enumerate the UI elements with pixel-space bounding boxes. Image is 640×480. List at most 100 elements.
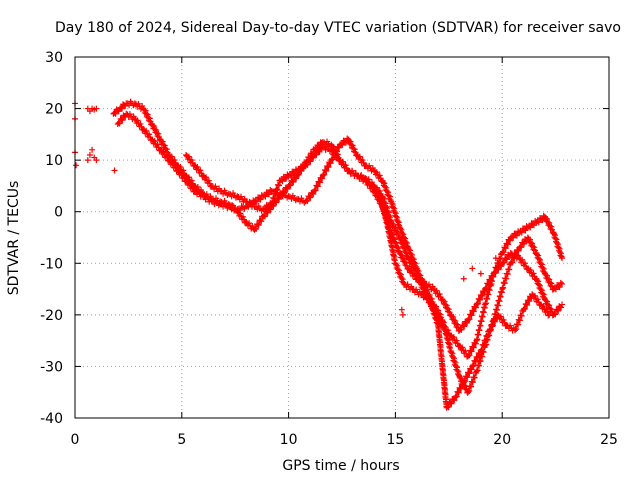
track-marker-track-c [555,307,562,314]
track-marker-track-c [458,326,465,333]
track-marker-track-b [380,179,387,186]
track-marker-track-b [377,175,384,182]
track-marker-track-c [288,172,295,179]
track-marker-track-b [398,226,405,233]
track-marker-track-c [339,158,346,165]
track-marker-track-c [489,273,496,280]
track-marker-track-c [492,270,499,277]
track-marker-track-b [382,183,389,190]
x-tick-label: 25 [600,432,618,448]
track-marker-track-b [468,383,475,390]
track-marker-track-b [172,165,179,172]
track-marker-track-c [264,203,271,210]
track-marker-track-a [153,126,160,133]
track-marker-track-a [527,224,534,231]
y-tick-label: -30 [40,359,63,375]
track-marker-track-a [284,185,291,192]
track-marker-track-b [412,260,419,267]
data-point-scatter [84,157,91,164]
y-tick-label: -10 [40,256,63,272]
track-marker-track-d [526,298,533,305]
track-marker-track-a [260,212,267,219]
track-marker-track-c [558,304,565,311]
track-marker-track-c [274,186,281,193]
track-marker-track-b [383,184,390,191]
track-marker-track-d [434,320,441,327]
track-marker-track-b [387,196,394,203]
track-marker-track-d [445,404,452,411]
track-marker-track-b [207,195,214,202]
track-marker-track-c [278,177,285,184]
track-marker-track-b [288,195,295,202]
track-marker-track-b [399,230,406,237]
track-marker-track-a [470,344,477,351]
track-marker-track-c [421,278,428,285]
track-marker-track-c [557,303,564,310]
track-marker-track-d [453,393,460,400]
track-marker-track-b [400,231,407,238]
track-marker-track-c [304,161,311,168]
track-marker-track-a [549,226,556,233]
track-marker-track-b [160,148,167,155]
track-marker-track-c [546,302,553,309]
track-marker-track-c [224,192,231,199]
track-marker-track-b [539,264,546,271]
y-tick-label: -40 [40,411,63,427]
track-marker-track-a [286,181,293,188]
track-marker-track-a [283,185,290,192]
track-marker-track-d [513,326,520,333]
track-marker-track-d [482,337,489,344]
x-axis-label: GPS time / hours [282,458,399,474]
x-tick-label: 0 [71,432,80,448]
track-marker-track-c [495,266,502,273]
track-marker-track-c [433,287,440,294]
y-tick-label: 10 [45,153,63,169]
track-marker-track-b [531,247,538,254]
track-marker-track-a [535,219,542,226]
track-marker-track-c [450,313,457,320]
track-marker-track-c [331,148,338,155]
track-marker-track-c [361,175,368,182]
track-marker-track-c [313,151,320,158]
track-marker-track-a [111,109,118,116]
track-marker-track-d [477,351,484,358]
track-marker-track-d [500,316,507,323]
track-marker-track-d [450,396,457,403]
track-marker-track-b [521,240,528,247]
x-tick-label: 5 [177,432,186,448]
track-marker-track-c [197,167,204,174]
track-marker-track-b [356,153,363,160]
track-marker-track-c [539,290,546,297]
track-marker-track-a [255,222,262,229]
track-marker-track-c [343,165,350,172]
track-marker-track-c [531,273,538,280]
track-marker-track-d [408,283,415,290]
track-marker-track-c [295,166,302,173]
track-marker-track-b [303,197,310,204]
track-marker-track-b [410,256,417,263]
data-point-scatter [460,275,467,282]
track-marker-track-c [527,267,534,274]
track-marker-track-d [518,312,525,319]
data-point-scatter [469,265,476,272]
track-marker-track-b [307,194,314,201]
track-marker-track-a [504,241,511,248]
track-marker-track-d [470,362,477,369]
track-marker-track-a [512,231,519,238]
track-marker-track-c [535,281,542,288]
track-marker-track-a [161,142,168,149]
track-marker-track-d [451,397,458,404]
track-marker-track-c [291,170,298,177]
track-marker-track-b [306,193,313,200]
track-marker-track-d [509,327,516,334]
track-marker-track-c [396,248,403,255]
data-point-scatter [93,157,100,164]
track-marker-track-b [535,255,542,262]
data-point-scatter [86,151,93,158]
track-marker-track-d [501,319,508,326]
track-marker-track-a [529,221,536,228]
y-tick-label: 20 [45,102,63,118]
track-marker-track-c [205,177,212,184]
track-marker-track-b [327,160,334,167]
track-marker-track-d [425,293,432,300]
